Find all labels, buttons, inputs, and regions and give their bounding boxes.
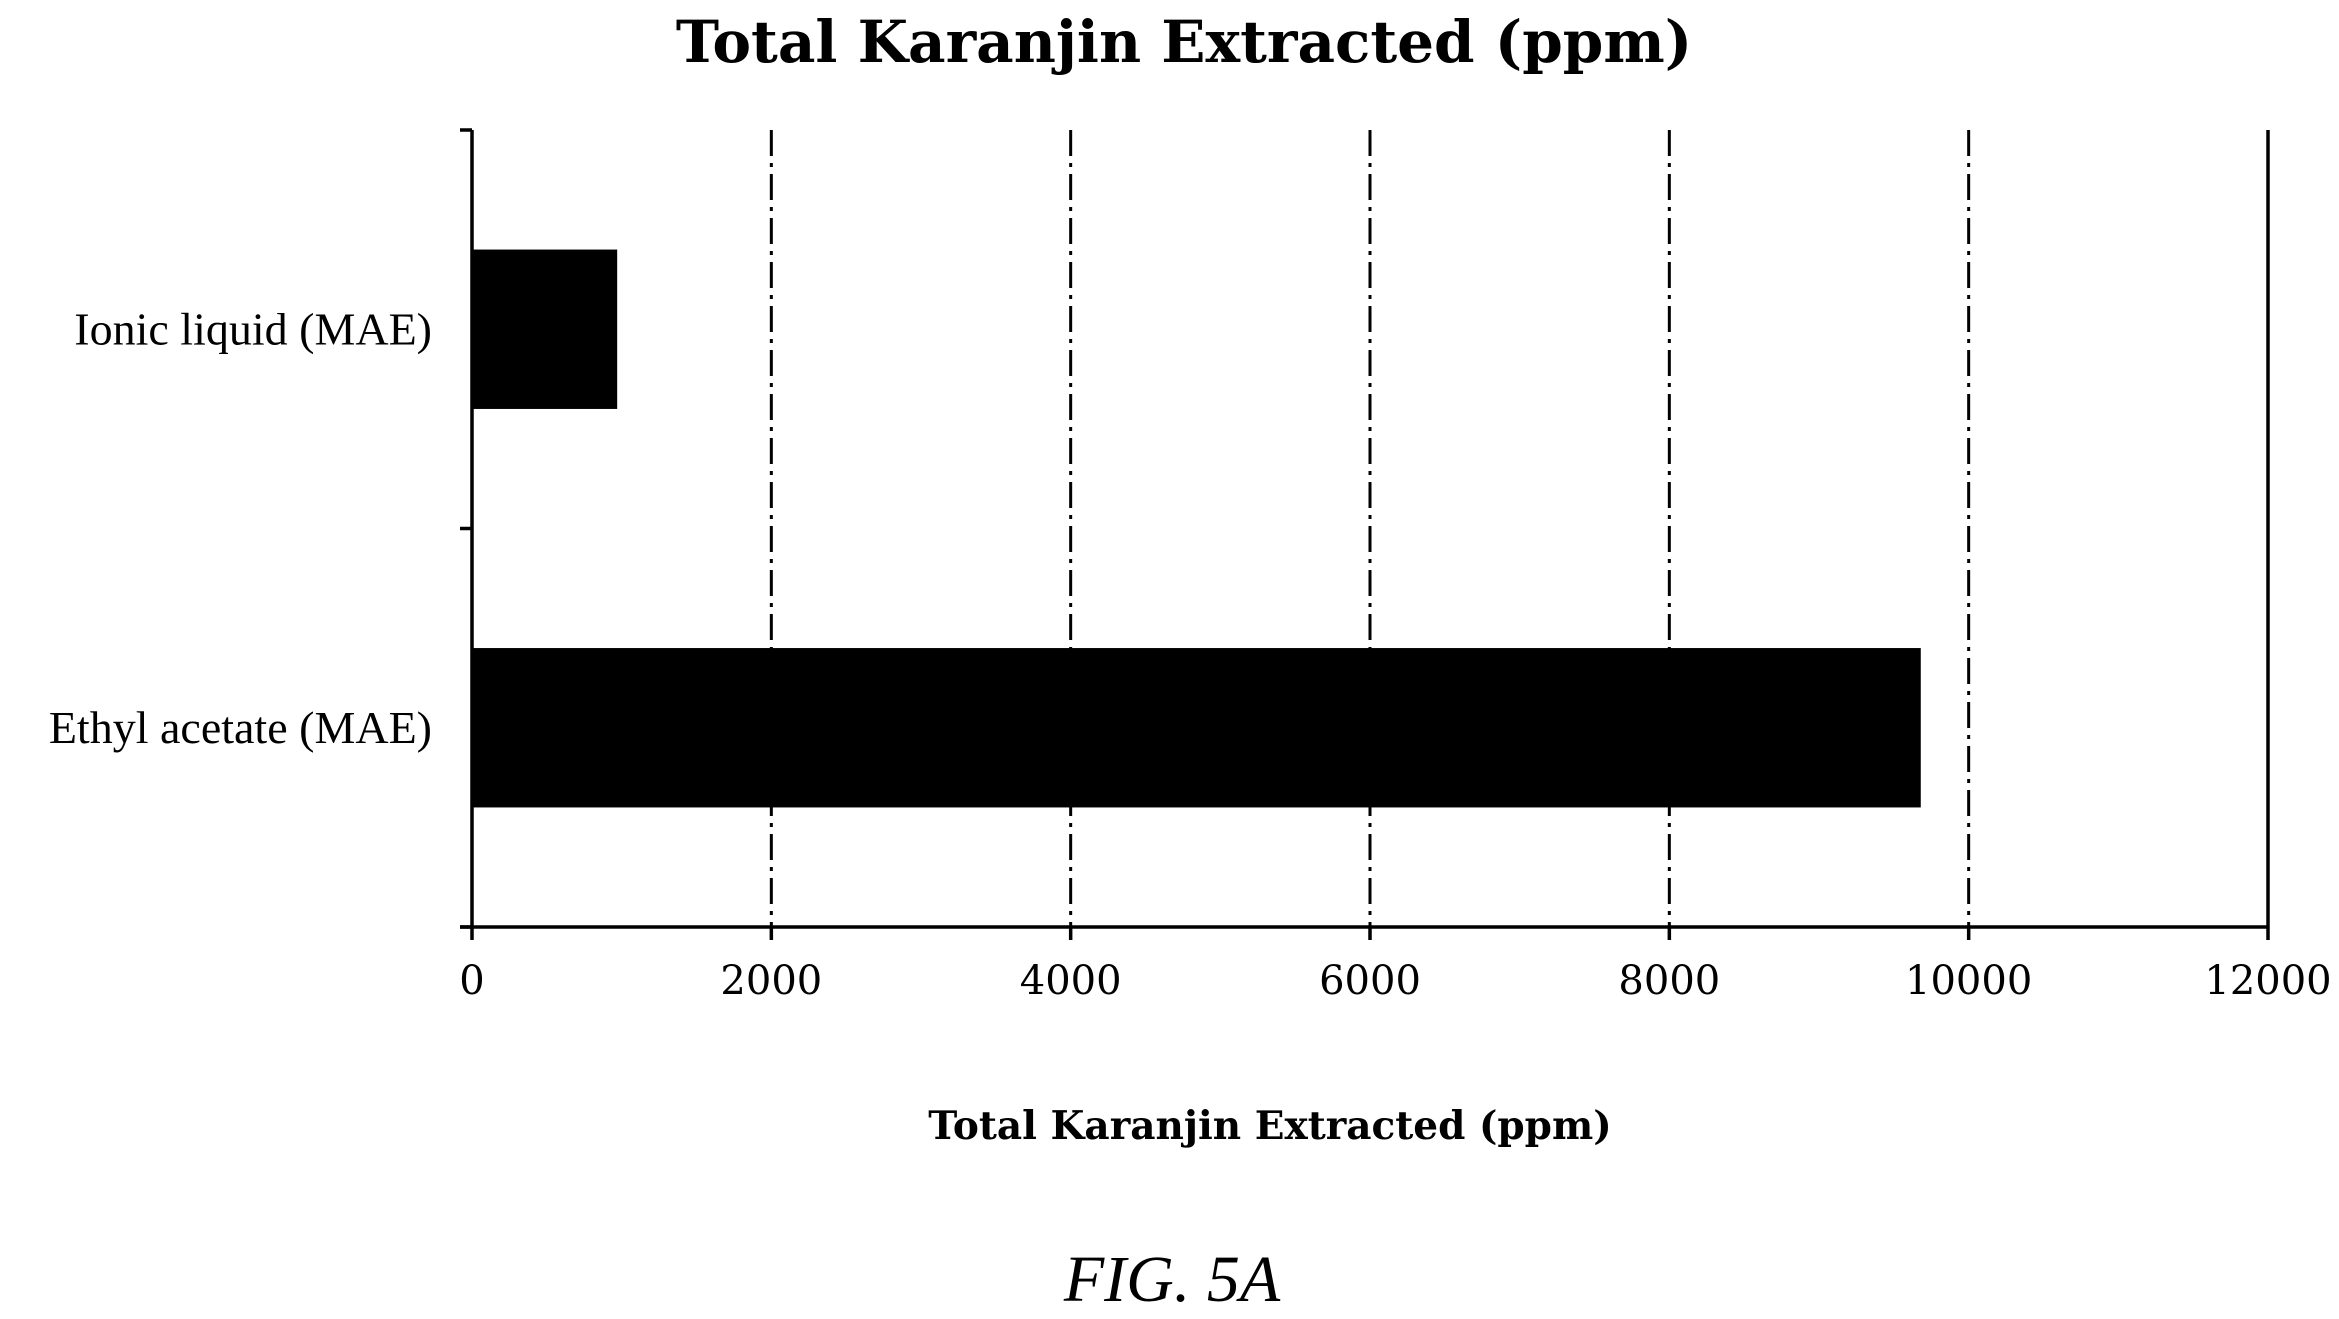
category-label-2: Ethyl acetate (MAE) — [49, 702, 432, 753]
x-tick-labels: 0 2000 4000 6000 8000 10000 12000 — [459, 958, 2331, 1004]
x-tick-label-8000: 8000 — [1618, 958, 1720, 1004]
bars — [472, 249, 1921, 808]
x-tick-label-10000: 10000 — [1905, 958, 2032, 1004]
x-tick-label-2000: 2000 — [720, 958, 822, 1004]
x-tick-label-12000: 12000 — [2204, 958, 2331, 1004]
x-axis-label: Total Karanjin Extracted (ppm) — [928, 1103, 1611, 1149]
axes — [460, 128, 2270, 940]
bar-1 — [472, 249, 618, 409]
x-tick-label-0: 0 — [459, 958, 484, 1004]
figure-caption: FIG. 5A — [1063, 1243, 1281, 1316]
x-tick-label-6000: 6000 — [1319, 958, 1421, 1004]
grid-lines — [769, 130, 2270, 927]
category-labels: Ionic liquid (MAE) Ethyl acetate (MAE) — [49, 303, 432, 753]
chart-title: Total Karanjin Extracted (ppm) — [676, 8, 1692, 76]
x-tick-label-4000: 4000 — [1020, 958, 1122, 1004]
category-label-1: Ionic liquid (MAE) — [74, 303, 432, 354]
bar-2 — [472, 648, 1921, 808]
